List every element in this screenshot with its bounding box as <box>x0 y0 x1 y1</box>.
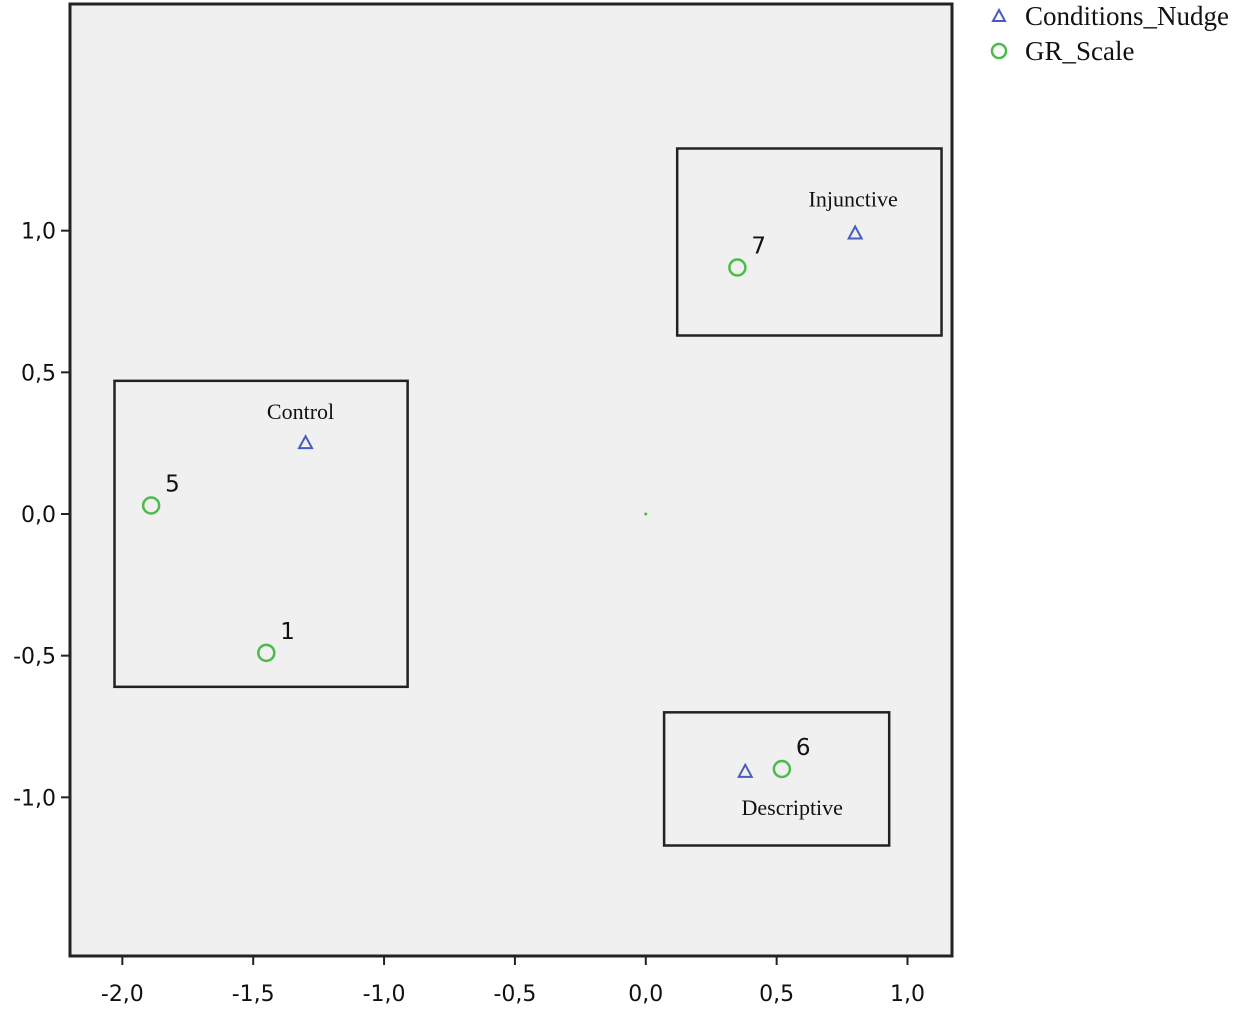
circle-point <box>257 643 276 663</box>
circle-point <box>728 258 747 277</box>
x-tick-label: -1,0 <box>363 982 406 1007</box>
y-tick-label: 1,0 <box>21 220 56 245</box>
point-label: 6 <box>796 735 811 761</box>
triangle-point <box>846 224 864 240</box>
x-tick-label: -1,5 <box>232 982 275 1007</box>
triangle-point <box>297 434 314 450</box>
point-label: 5 <box>165 472 180 498</box>
group-label: Injunctive <box>809 187 898 212</box>
plot-area <box>68 2 954 958</box>
y-tick-label: -1,0 <box>13 786 56 811</box>
group-box-control <box>113 379 409 689</box>
group-boxes <box>113 147 943 847</box>
x-tick-label: 0,5 <box>759 982 794 1007</box>
y-tick-label: -0,5 <box>13 645 56 670</box>
point-label: 1 <box>280 619 295 645</box>
x-axis: -2,0 -1,5 -1,0 -0,5 0,0 0,5 1,0 <box>101 956 925 1007</box>
y-axis: 1,0 0,5 0,0 -0,5 -1,0 <box>13 220 70 811</box>
data-points: Control Injunctive Descriptive 5 1 7 6 <box>141 187 898 820</box>
x-tick-label: 1,0 <box>890 982 925 1007</box>
triangle-point <box>737 762 754 778</box>
legend-triangle-icon <box>991 7 1007 22</box>
circle-point <box>772 759 792 779</box>
x-tick-label: -0,5 <box>493 982 536 1007</box>
group-box-descriptive <box>662 711 891 847</box>
circle-point <box>141 496 161 515</box>
group-label: Descriptive <box>742 795 843 820</box>
origin-dot <box>644 512 648 516</box>
x-tick-label: 0,0 <box>628 982 663 1007</box>
y-tick-label: 0,0 <box>21 503 56 528</box>
legend-label: Conditions_Nudge <box>1025 1 1229 31</box>
group-box-injunctive <box>675 147 943 337</box>
y-tick-label: 0,5 <box>21 361 56 386</box>
legend-label: GR_Scale <box>1025 36 1134 66</box>
point-label: 7 <box>751 234 766 260</box>
group-label: Control <box>267 399 334 424</box>
legend: Conditions_Nudge GR_Scale <box>990 1 1229 66</box>
legend-circle-icon <box>990 42 1008 60</box>
x-tick-label: -2,0 <box>101 982 144 1007</box>
